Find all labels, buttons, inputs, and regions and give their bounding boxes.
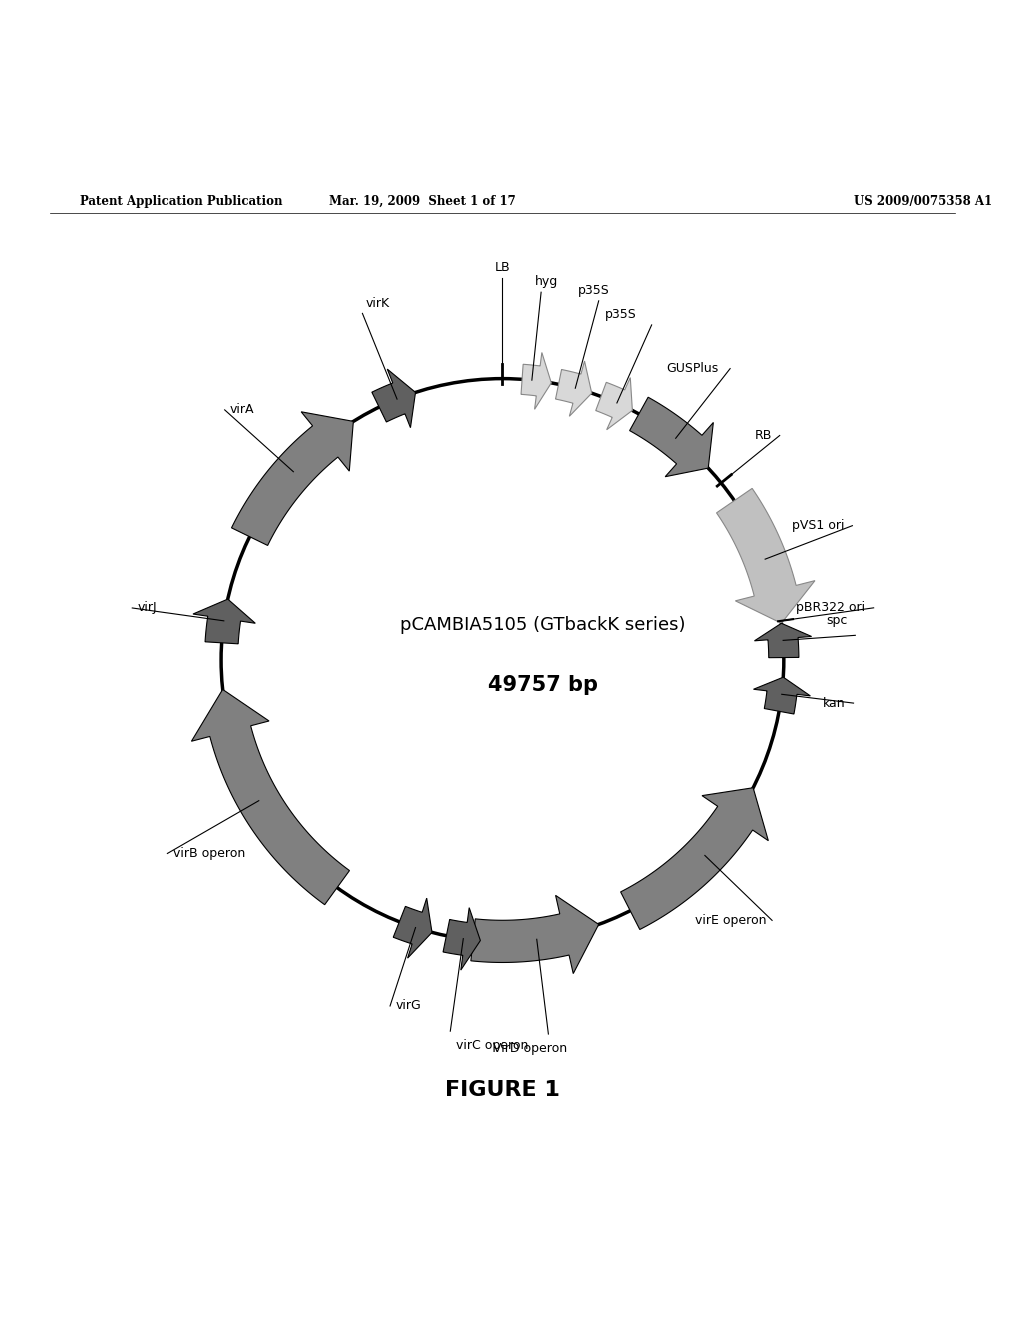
Polygon shape	[755, 623, 812, 657]
Text: pCAMBIA5105 (GTbackK series): pCAMBIA5105 (GTbackK series)	[400, 616, 685, 634]
Text: virJ: virJ	[137, 602, 157, 615]
Polygon shape	[556, 362, 592, 416]
Polygon shape	[596, 378, 633, 430]
Polygon shape	[231, 412, 353, 545]
Text: p35S: p35S	[605, 308, 637, 321]
Polygon shape	[521, 352, 551, 409]
Polygon shape	[191, 689, 349, 904]
Text: virG: virG	[396, 999, 422, 1012]
Text: Patent Application Publication: Patent Application Publication	[81, 195, 283, 207]
Text: virK: virK	[366, 297, 389, 310]
Text: p35S: p35S	[578, 284, 609, 297]
Text: US 2009/0075358 A1: US 2009/0075358 A1	[854, 195, 992, 207]
Text: hyg: hyg	[535, 275, 558, 288]
Text: virB operon: virB operon	[173, 847, 246, 859]
Polygon shape	[443, 908, 480, 970]
Polygon shape	[393, 898, 432, 958]
Text: VirD operon: VirD operon	[494, 1041, 567, 1055]
Text: spc: spc	[826, 614, 847, 627]
Text: RB: RB	[755, 429, 772, 442]
Text: LB: LB	[495, 261, 510, 275]
Text: FIGURE 1: FIGURE 1	[445, 1080, 560, 1100]
Polygon shape	[193, 599, 255, 644]
Polygon shape	[621, 788, 768, 929]
Text: pBR322 ori: pBR322 ori	[797, 602, 865, 614]
Text: pVS1 ori: pVS1 ori	[792, 519, 845, 532]
Polygon shape	[471, 895, 599, 974]
Text: kan: kan	[823, 697, 846, 710]
Polygon shape	[754, 677, 810, 714]
Text: Mar. 19, 2009  Sheet 1 of 17: Mar. 19, 2009 Sheet 1 of 17	[329, 195, 515, 207]
Text: virA: virA	[229, 404, 254, 416]
Text: virE operon: virE operon	[694, 913, 766, 927]
Text: virC operon: virC operon	[457, 1039, 528, 1052]
Polygon shape	[717, 488, 815, 623]
Polygon shape	[630, 397, 714, 477]
Polygon shape	[372, 370, 416, 428]
Text: 49757 bp: 49757 bp	[487, 675, 598, 696]
Text: GUSPlus: GUSPlus	[666, 362, 718, 375]
